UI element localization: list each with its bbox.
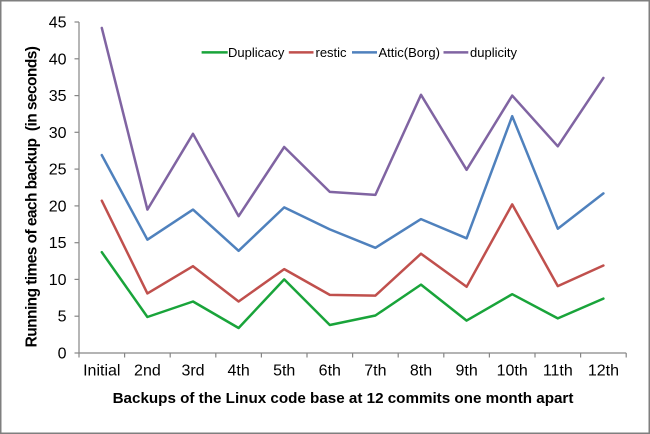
svg-text:9th: 9th: [455, 363, 477, 380]
svg-text:5: 5: [58, 309, 67, 326]
svg-text:10: 10: [49, 272, 67, 289]
svg-text:20: 20: [49, 198, 67, 215]
svg-text:4th: 4th: [227, 363, 249, 380]
svg-text:11th: 11th: [543, 363, 573, 380]
svg-text:30: 30: [49, 125, 67, 142]
svg-text:0: 0: [58, 346, 67, 363]
svg-text:8th: 8th: [410, 363, 432, 380]
svg-text:2nd: 2nd: [134, 363, 161, 380]
svg-text:Backups of the Linux code base: Backups of the Linux code base at 12 com…: [113, 390, 574, 407]
svg-text:5th: 5th: [273, 363, 295, 380]
svg-text:7th: 7th: [364, 363, 386, 380]
svg-text:duplicity: duplicity: [470, 45, 517, 60]
svg-text:45: 45: [49, 15, 67, 32]
svg-text:Duplicacy: Duplicacy: [228, 45, 285, 60]
svg-text:6th: 6th: [319, 363, 341, 380]
svg-text:Running times of each backup: Running times of each backup (in seconds…: [24, 46, 41, 347]
svg-text:35: 35: [49, 88, 67, 105]
svg-text:restic: restic: [316, 45, 348, 60]
svg-text:Initial: Initial: [83, 363, 120, 380]
svg-text:10th: 10th: [497, 363, 528, 380]
svg-text:Attic(Borg): Attic(Borg): [379, 45, 440, 60]
svg-text:12th: 12th: [588, 363, 619, 380]
svg-text:40: 40: [49, 51, 67, 68]
svg-text:3rd: 3rd: [181, 363, 204, 380]
svg-text:25: 25: [49, 162, 67, 179]
svg-text:15: 15: [49, 235, 67, 252]
